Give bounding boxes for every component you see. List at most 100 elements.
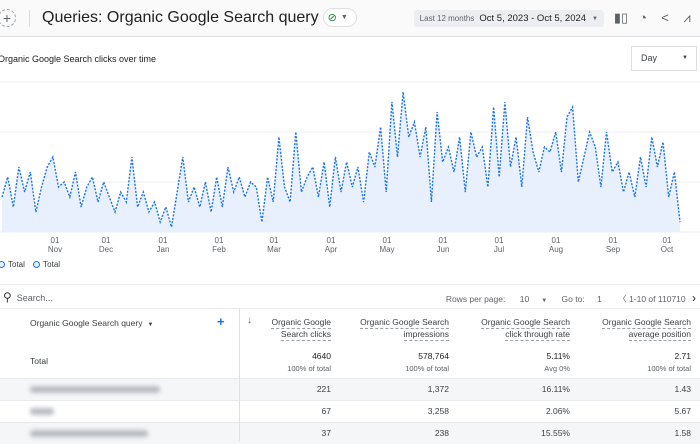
search-placeholder: Search... (16, 293, 53, 303)
chevron-down-icon: ▼ (541, 298, 548, 304)
dimension-header-label: Organic Google Search query (30, 318, 143, 328)
divider (0, 308, 700, 309)
x-tick-label: 01 Aug (548, 236, 564, 254)
goto-label: Go to: (561, 294, 585, 304)
x-tick-label: 01 Sep (605, 236, 621, 254)
cell-impressions: 238 (434, 428, 449, 438)
redacted-query (30, 430, 148, 437)
rows-per-page-select[interactable]: 10 ▼ (520, 294, 547, 304)
x-tick-label: 01 Dec (98, 236, 114, 254)
cell-ctr: 16.11% (541, 384, 570, 394)
header-line: Search clicks (280, 329, 331, 341)
rows-per-page-label: Rows per page: (445, 294, 506, 304)
compare-icon[interactable]: ▮▯ (613, 10, 629, 25)
total-position: 2.71 (674, 351, 691, 361)
cell-clicks: 67 (321, 406, 331, 416)
cell-ctr: 2.06% (545, 406, 570, 416)
total-label: Total (30, 356, 48, 366)
circle-icon (0, 261, 5, 268)
chevron-down-icon: ▼ (340, 14, 348, 21)
legend-item[interactable]: Total (0, 260, 25, 269)
x-tick-label: 01 Jun (436, 236, 450, 254)
title-group: Queries: Organic Google Search query ⊘ ▼ (42, 8, 357, 27)
next-page-icon[interactable]: › (692, 291, 696, 305)
goto-input[interactable]: 1 (597, 294, 602, 304)
cell-position: 1.58 (674, 428, 691, 438)
circle-icon (33, 261, 41, 268)
cell-ctr: 15.55% (541, 428, 570, 438)
header-line: click through rate (505, 329, 570, 341)
sort-down-icon[interactable]: ↓ (247, 315, 252, 326)
status-dropdown[interactable]: ⊘ ▼ (322, 8, 357, 27)
column-header-impressions[interactable]: Organic Google Search impressions (360, 317, 449, 341)
search-input[interactable]: ⚲ Search... (3, 290, 53, 304)
total-position-sub: 100% of total (647, 364, 691, 373)
cell-impressions: 3,258 (427, 406, 449, 416)
page-range: 1-10 of 110710 (629, 294, 686, 304)
x-tick-label: 01 Jan (156, 236, 170, 254)
date-range: Oct 5, 2023 - Oct 5, 2024 (479, 12, 587, 24)
divider (0, 284, 700, 285)
header-line: Organic Google Search (360, 317, 449, 329)
legend-label: Total (8, 260, 25, 269)
total-clicks: 4640 (312, 351, 331, 361)
table-row[interactable]: 67 3,258 2.06% 5.67 (0, 400, 700, 422)
chevron-down-icon: ▼ (592, 15, 598, 22)
x-tick-label: 01 Nov (47, 236, 63, 254)
insights-icon[interactable]: ◔ (639, 10, 647, 25)
legend: Total Total (0, 260, 66, 269)
granularity-select[interactable]: Day ▼ (631, 46, 697, 71)
legend-item[interactable]: Total (33, 260, 60, 269)
toolbar: Last 12 months Oct 5, 2023 - Oct 5, 2024 ▼… (413, 9, 696, 27)
cell-impressions: 1,372 (427, 384, 449, 394)
date-preset: Last 12 months (419, 13, 475, 23)
header-line: impressions (403, 329, 449, 341)
cell-clicks: 221 (316, 384, 331, 394)
search-icon: ⚲ (3, 290, 12, 304)
date-range-picker[interactable]: Last 12 months Oct 5, 2023 - Oct 5, 2024 ▼ (413, 9, 604, 27)
cell-clicks: 37 (321, 428, 331, 438)
header-line: Organic Google Search (602, 317, 691, 329)
x-tick-label: 01 Oct (660, 236, 674, 254)
column-header-ctr[interactable]: Organic Google Search click through rate (481, 317, 570, 341)
column-header-position[interactable]: Organic Google Search average position (602, 317, 691, 341)
add-dimension-icon[interactable]: + (217, 314, 225, 329)
divider (29, 10, 30, 27)
chevron-down-icon: ▼ (147, 322, 154, 328)
total-impressions: 578,764 (418, 351, 449, 361)
column-divider (239, 309, 240, 441)
dimension-header[interactable]: Organic Google Search query ▼ (30, 318, 153, 328)
legend-label: Total (43, 260, 61, 269)
column-header-clicks[interactable]: Organic Google Search clicks (271, 317, 331, 341)
granularity-value: Day (641, 53, 658, 63)
redacted-query (30, 408, 54, 415)
total-ctr-sub: Avg 0% (544, 364, 570, 373)
check-circle-icon: ⊘ (327, 12, 337, 24)
chevron-down-icon: ▼ (682, 55, 688, 61)
page-title: Queries: Organic Google Search query (42, 8, 319, 26)
x-tick-label: 01 Jul (493, 236, 505, 254)
table-row[interactable]: 37 238 15.55% 1.58 (0, 422, 700, 444)
x-tick-label: 01 Feb (212, 236, 226, 254)
rows-per-page-value: 10 (519, 294, 530, 304)
area-fill (2, 92, 680, 232)
share-icon[interactable]: < (661, 10, 669, 25)
cell-position: 1.43 (674, 384, 691, 394)
trend-icon[interactable]: ⩘ (683, 10, 691, 25)
cell-position: 5.67 (674, 406, 691, 416)
total-clicks-sub: 100% of total (287, 364, 331, 373)
table-row[interactable]: 221 1,372 16.11% 1.43 (0, 378, 700, 400)
add-icon[interactable]: + (0, 9, 16, 27)
prev-page-icon[interactable]: 〈 (618, 294, 627, 304)
pagination: Rows per page: 10 ▼ Go to: 1 〈 1-10 of 11… (446, 291, 696, 305)
x-tick-label: 01 Mar (267, 236, 281, 254)
total-ctr: 5.11% (546, 351, 570, 361)
x-tick-label: 01 May (379, 236, 395, 254)
redacted-query (30, 386, 160, 393)
x-tick-label: 01 Apr (324, 236, 338, 254)
series-line (1, 91, 681, 228)
header-line: average position (628, 329, 691, 341)
header-line: Organic Google Search (481, 317, 570, 329)
total-impressions-sub: 100% of total (405, 364, 449, 373)
header-line: Organic Google (271, 317, 331, 329)
